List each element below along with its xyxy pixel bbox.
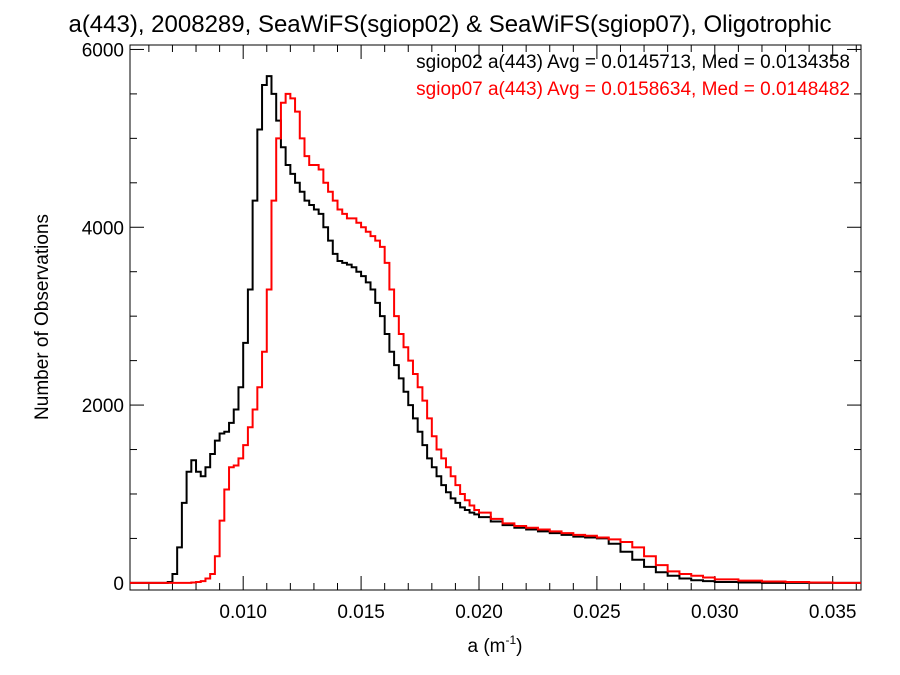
y-tick-label: 2000: [82, 396, 124, 417]
x-axis-label: a (m-1): [468, 633, 523, 657]
x-tick-label: 0.030: [691, 602, 739, 623]
y-axis: 0 2000 4000 6000: [82, 40, 861, 595]
y-axis-label: Number of Observations: [32, 214, 53, 420]
x-axis: 0.010 0.015 0.020 0.025 0.030 0.035: [148, 45, 857, 623]
plot-frame: [129, 44, 862, 591]
series-layer: [130, 75, 861, 584]
legend-sgiop07: sgiop07 a(443) Avg = 0.0158634, Med = 0.…: [416, 79, 850, 100]
x-tick-label: 0.020: [455, 602, 503, 623]
x-tick-label: 0.015: [337, 602, 385, 623]
plot-area: [129, 44, 862, 591]
legend-sgiop02: sgiop02 a(443) Avg = 0.0145713, Med = 0.…: [416, 52, 850, 73]
y-tick-label: 4000: [82, 218, 124, 239]
x-axis-label-superscript: -1: [506, 633, 517, 647]
y-tick-label: 6000: [82, 40, 124, 61]
x-tick-label: 0.010: [219, 602, 267, 623]
chart-title: a(443), 2008289, SeaWiFS(sgiop02) & SeaW…: [68, 11, 831, 38]
series-line-sgiop07: [130, 92, 861, 584]
y-tick-label: 0: [113, 574, 124, 595]
x-tick-label: 0.035: [809, 602, 857, 623]
x-axis-label-tail: ): [516, 636, 522, 657]
series-line-sgiop02: [130, 75, 861, 584]
x-axis-label-base: a (m: [468, 636, 506, 657]
x-tick-label: 0.025: [573, 602, 621, 623]
